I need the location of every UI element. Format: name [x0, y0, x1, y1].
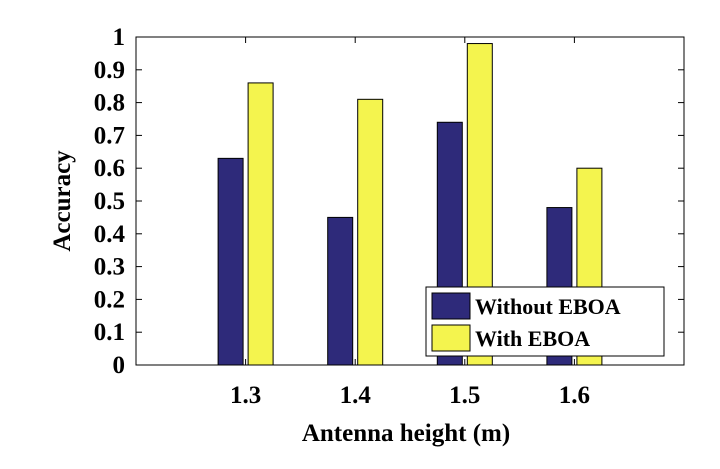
y-ticks: 0 0.1 0.2 0.3 0.4 0.5 0.6 0.7 0.8 0.9 1 — [94, 24, 684, 379]
y-tick-label: 1 — [113, 24, 126, 51]
x-tick-label: 1.3 — [230, 382, 261, 409]
legend-swatch-without-eboa — [431, 292, 471, 320]
y-tick-label: 0.7 — [94, 122, 125, 149]
x-axis-label: Antenna height (m) — [302, 420, 510, 447]
x-tick-label: 1.6 — [559, 382, 590, 409]
y-tick-label: 0.5 — [94, 188, 125, 215]
y-tick-label: 0.6 — [94, 155, 125, 182]
y-tick-label: 0.3 — [94, 254, 125, 281]
y-tick-label: 0.9 — [94, 57, 125, 84]
y-tick-label: 0.1 — [94, 319, 125, 346]
bar-without-eboa-1.3 — [217, 157, 244, 366]
bars-layer — [217, 43, 603, 366]
bar-with-eboa-1.4 — [357, 98, 384, 366]
y-tick-label: 0 — [113, 352, 126, 379]
legend-label-without-eboa: Without EBOA — [475, 294, 621, 319]
bar-without-eboa-1.4 — [327, 216, 354, 366]
y-tick-label: 0.2 — [94, 286, 125, 313]
y-tick-label: 0.8 — [94, 90, 125, 117]
legend-swatch-with-eboa — [431, 324, 471, 352]
legend-label-with-eboa: With EBOA — [475, 326, 590, 351]
x-tick-label: 1.4 — [340, 382, 372, 409]
x-tick-label: 1.5 — [449, 382, 480, 409]
legend: Without EBOA With EBOA — [425, 286, 665, 357]
x-ticks: 1.3 1.4 1.5 1.6 — [230, 37, 590, 409]
bar-with-eboa-1.3 — [247, 82, 274, 366]
y-tick-label: 0.4 — [94, 221, 126, 248]
y-axis-label: Accuracy — [49, 150, 76, 252]
